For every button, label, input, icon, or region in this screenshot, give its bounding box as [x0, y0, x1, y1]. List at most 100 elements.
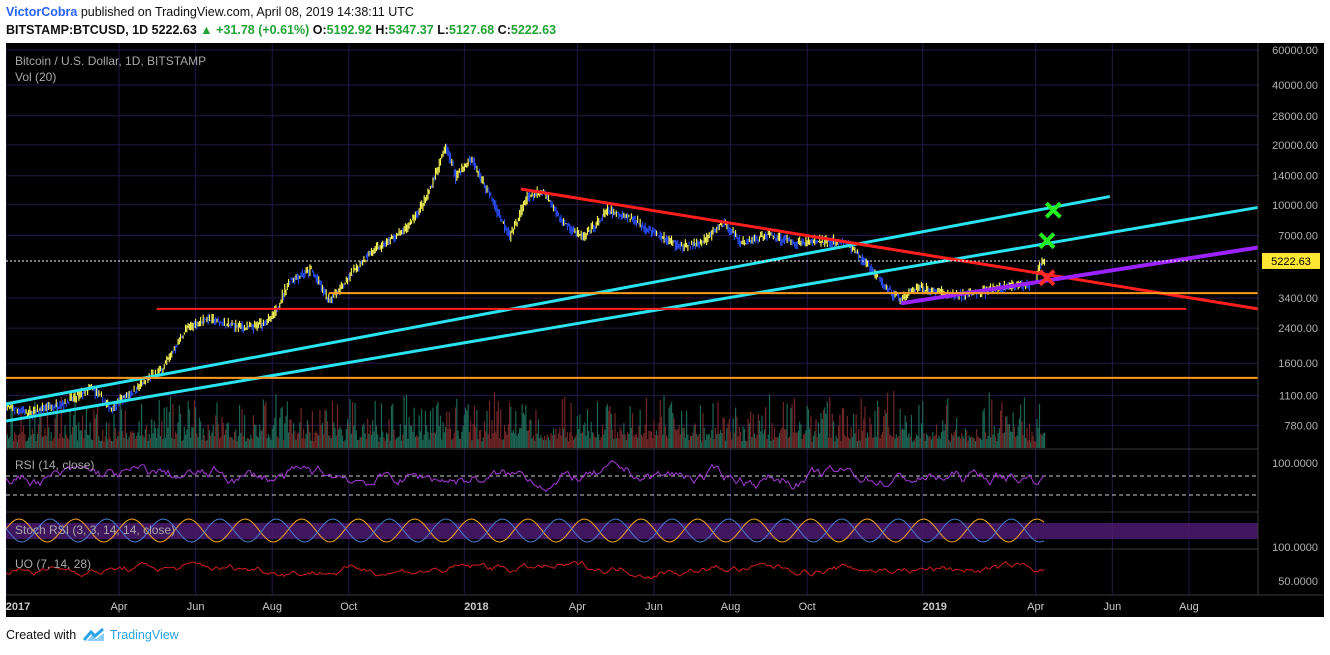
volume-bar: [233, 431, 236, 448]
author-link[interactable]: VictorCobra: [6, 5, 78, 19]
x-marker: [1044, 201, 1062, 219]
volume-bar: [242, 436, 244, 448]
volume-bar: [825, 413, 827, 448]
chart-canvas[interactable]: 5222.63 60000.00 40000.00 28000.00 20000.00…: [6, 43, 1324, 617]
volume-bar: [112, 441, 114, 448]
volume-bar: [844, 435, 846, 448]
volume-bar: [527, 430, 529, 448]
volume-bar: [127, 439, 129, 448]
volume-bar: [17, 435, 20, 448]
volume-bar: [251, 438, 253, 448]
time-tick-label: Oct: [799, 601, 816, 613]
volume-bar: [100, 440, 103, 448]
volume-bar: [737, 436, 739, 448]
volume-bar: [707, 435, 709, 448]
volume-bar: [213, 436, 216, 448]
volume-bar: [515, 411, 517, 448]
volume-bar: [31, 428, 33, 448]
time-tick-label: Oct: [340, 601, 357, 613]
volume-bar: [30, 435, 32, 448]
volume-bar: [223, 434, 226, 448]
volume-bar: [465, 407, 467, 448]
tradingview-brand-link[interactable]: TradingView: [109, 628, 179, 642]
volume-bar: [978, 437, 980, 448]
volume-bar: [619, 426, 621, 448]
volume-bar: [201, 439, 203, 448]
volume-bar: [272, 424, 275, 448]
volume-bar: [228, 437, 231, 448]
volume-bar: [629, 406, 631, 448]
volume-bar: [861, 430, 864, 448]
volume-bar: [541, 437, 543, 448]
volume-bar: [56, 403, 59, 448]
volume-bar: [35, 440, 37, 448]
volume-bar: [392, 403, 394, 448]
volume-bar: [735, 407, 737, 448]
close-label: C:: [497, 23, 511, 37]
volume-bar: [405, 394, 408, 448]
volume-bar: [421, 409, 423, 448]
stoch-rsi-line: [6, 518, 1045, 543]
volume-bar: [428, 439, 430, 448]
volume-bar: [714, 427, 717, 448]
volume-bar: [14, 431, 16, 448]
volume-bar: [748, 423, 751, 448]
time-tick-label: Jun: [645, 601, 663, 613]
price-chart[interactable]: 5222.63 60000.00 40000.00 28000.00 20000.00…: [6, 43, 1324, 617]
volume-bar: [698, 433, 700, 448]
volume-bar: [339, 426, 341, 448]
volume-bar: [292, 423, 295, 448]
volume-bar: [909, 436, 911, 448]
volume-bar: [336, 404, 339, 448]
volume-bar: [7, 438, 10, 448]
volume-bar: [610, 413, 612, 448]
volume-bar: [762, 433, 764, 448]
volume-bar: [380, 403, 383, 448]
volume-bar: [652, 437, 654, 448]
volume-bar: [997, 433, 999, 448]
volume-bar: [220, 436, 222, 448]
volume-bar: [984, 431, 987, 448]
volume-bar: [397, 437, 399, 448]
volume-bar: [594, 436, 596, 448]
volume-bar: [721, 432, 723, 448]
volume-bar: [503, 425, 506, 448]
volume-bar: [383, 437, 385, 448]
volume-bar: [920, 423, 923, 448]
volume-bar: [591, 432, 594, 448]
volume-bar: [90, 439, 92, 448]
volume-bar: [486, 410, 488, 448]
volume-bar: [60, 396, 62, 448]
volume-bar: [24, 433, 26, 448]
volume-bar: [51, 440, 54, 448]
volume-bar: [12, 440, 15, 448]
volume-bars: [6, 390, 1046, 448]
volume-bar: [496, 411, 498, 448]
volume-bar: [535, 409, 537, 448]
volume-bar: [600, 436, 602, 448]
volume-bar: [54, 418, 56, 448]
volume-bar: [968, 435, 970, 448]
high-label: H:: [375, 23, 389, 37]
volume-bar: [476, 409, 478, 448]
volume-bar: [473, 405, 476, 448]
volume-bar: [674, 429, 676, 448]
volume-bar: [487, 434, 489, 448]
volume-bar: [38, 423, 40, 448]
volume-bar: [315, 430, 317, 448]
volume-bar: [49, 440, 51, 448]
volume-bar: [115, 438, 118, 448]
uo-line: [6, 560, 1045, 580]
volume-bar: [341, 435, 344, 448]
volume-bar: [689, 435, 691, 448]
volume-bar: [743, 428, 745, 448]
volume-bar: [1032, 435, 1034, 448]
volume-bar: [320, 424, 322, 448]
volume-bar: [752, 414, 754, 448]
volume-bar: [913, 440, 915, 448]
volume-bar: [387, 433, 389, 448]
volume-bar: [682, 427, 684, 448]
volume-bar: [976, 428, 978, 448]
volume-bar: [703, 427, 705, 448]
volume-bar: [574, 437, 576, 448]
